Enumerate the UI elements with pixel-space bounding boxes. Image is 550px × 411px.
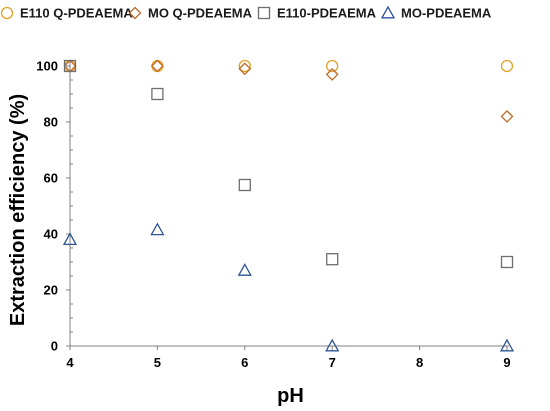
- legend-marker: [380, 5, 396, 19]
- x-tick-label: 6: [241, 355, 248, 370]
- data-point: [326, 253, 339, 266]
- legend-label: E110 Q-PDEAEMA: [20, 6, 133, 21]
- data-point: [500, 255, 514, 269]
- x-axis-title: pH: [277, 385, 304, 407]
- data-point: [63, 59, 77, 73]
- legend-item: MO Q-PDEAEMA: [128, 6, 253, 21]
- y-tick-label: 100: [36, 59, 58, 74]
- series-e110-pdeaema: [63, 59, 514, 269]
- legend-label: MO-PDEAEMA: [401, 6, 492, 21]
- data-point: [238, 62, 252, 76]
- data-point: [237, 263, 252, 276]
- data-point: [238, 178, 251, 192]
- series-mo-q-pdeaema: [63, 59, 514, 123]
- data-point: [500, 109, 514, 123]
- legend-item: E110 Q-PDEAEMA: [0, 6, 133, 21]
- y-tick-label: 80: [44, 115, 58, 130]
- data-point: [62, 232, 78, 246]
- data-point: [325, 338, 340, 352]
- data-marks: [62, 59, 515, 352]
- legend: E110 Q-PDEAEMA MO Q-PDEAEMA E110-PDEAEMA MO…: [0, 5, 492, 21]
- legend-label: MO Q-PDEAEMA: [148, 6, 253, 21]
- x-tick-label: 4: [66, 355, 74, 370]
- legend-item: E110-PDEAEMA: [257, 6, 377, 21]
- data-point: [150, 59, 164, 73]
- data-point: [151, 87, 164, 101]
- x-tick-label: 5: [154, 355, 161, 370]
- series-e110-q-pdeaema: [63, 59, 514, 73]
- legend-marker: [0, 6, 14, 20]
- y-tick-label: 0: [51, 339, 58, 354]
- y-tick-label: 60: [44, 171, 58, 186]
- data-point: [238, 59, 251, 73]
- data-point: [150, 222, 165, 236]
- x-tick-label: 8: [416, 355, 423, 370]
- data-point: [326, 59, 339, 73]
- y-tick-label: 20: [44, 283, 58, 298]
- y-axis-title: Extraction efficiency (%): [7, 94, 29, 326]
- ticks: 0 20 40 60 80 100 4 5 6 7 8 9: [36, 59, 510, 371]
- legend-marker: [257, 6, 271, 20]
- series-mo-pdeaema: [62, 222, 515, 352]
- y-tick-label: 40: [44, 227, 58, 242]
- axes: [69, 60, 509, 347]
- data-point: [151, 59, 164, 73]
- legend-label: E110-PDEAEMA: [277, 6, 377, 21]
- legend-marker: [128, 6, 142, 20]
- x-tick-label: 7: [329, 355, 336, 370]
- legend-item: MO-PDEAEMA: [380, 5, 492, 21]
- data-point: [499, 338, 515, 352]
- data-point: [500, 59, 514, 73]
- data-point: [325, 67, 339, 81]
- x-tick-label: 9: [503, 355, 510, 370]
